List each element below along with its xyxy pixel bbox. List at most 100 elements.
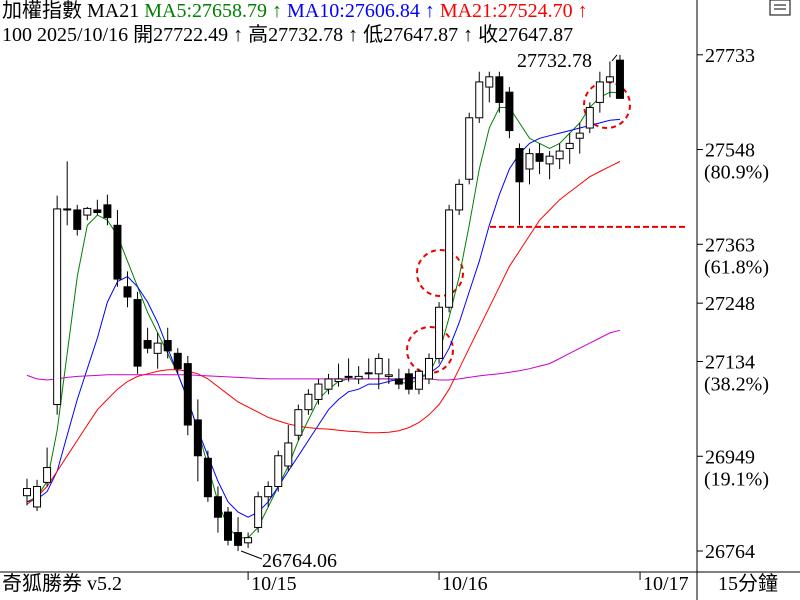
candle-body (304, 393, 313, 411)
candle-body (264, 485, 273, 498)
candle-body (193, 419, 202, 457)
candle-body (53, 208, 62, 406)
header-item: ↑ (233, 24, 244, 46)
header-item: MA21 (87, 0, 140, 22)
candle-body (575, 132, 584, 139)
candle-body (364, 372, 373, 375)
candle-body (123, 286, 132, 298)
header-item: MA10:27606.84 (287, 0, 420, 22)
header-item: 高27732.78 (248, 24, 344, 46)
header-item: ↑ (272, 0, 283, 22)
candle-body (173, 352, 182, 370)
fib-label: (38.2%) (704, 374, 769, 396)
window-button[interactable] (769, 0, 791, 16)
candle-body (445, 209, 454, 308)
candle-body (555, 150, 564, 160)
candle-body (394, 378, 403, 385)
candle-body (103, 204, 112, 219)
fib-label: (61.8%) (704, 256, 769, 278)
header-item: 100 (2, 24, 32, 46)
header-item: ↑ (577, 0, 588, 22)
candle-body (294, 409, 303, 436)
y-tick-label: 27363 (705, 234, 755, 256)
candle-body (485, 76, 494, 88)
period[interactable]: 15分鐘 (718, 572, 778, 595)
header-item: 開27722.49 (133, 24, 229, 46)
candle-body (324, 378, 333, 390)
candle-body (465, 117, 474, 180)
header-item: ↑ (424, 0, 435, 22)
leader-line (240, 550, 263, 560)
candle-body (435, 306, 444, 359)
ma-line (26, 161, 621, 505)
candle-body (224, 511, 232, 541)
candle-body (344, 375, 353, 378)
header-item: 加權指數 (2, 0, 82, 22)
candle-body (234, 532, 243, 546)
candle-body (183, 363, 192, 426)
candle-body (605, 76, 614, 83)
y-tick-label: 27248 (705, 293, 755, 315)
candle-body (63, 208, 72, 211)
brand: 奇狐勝券 v5.2 (2, 572, 122, 595)
y-tick-label: 26764 (705, 541, 755, 563)
candle-body (143, 340, 152, 349)
candle-body (354, 375, 363, 380)
ma-line (26, 329, 621, 381)
header-item: 2025/10/16 (37, 24, 129, 46)
candle-body (244, 537, 253, 544)
candle-body (374, 357, 383, 375)
candle-body (495, 76, 504, 103)
highlight-circle (416, 249, 464, 297)
candle-body (535, 153, 544, 162)
candle-body (43, 467, 52, 483)
candle-body (73, 209, 82, 230)
header-item: ↑ (463, 24, 474, 46)
x-tick-label: 10/17 (643, 573, 689, 595)
candle-body (384, 374, 393, 377)
ma-line (26, 118, 621, 518)
header-item: MA5:27658.79 (144, 0, 268, 22)
candle-body (284, 442, 293, 467)
candle-body (213, 496, 222, 518)
leader-line (611, 54, 618, 62)
min-label: 26764.06 (262, 550, 337, 572)
y-tick-label: 26949 (705, 446, 755, 468)
candle-body (505, 91, 514, 132)
candle-body (585, 107, 594, 129)
candle-body (203, 457, 212, 498)
y-tick-label: 27134 (705, 352, 755, 374)
candle-body (83, 207, 92, 216)
header-line2: 100 2025/10/16 開27722.49 ↑ 高27732.78 ↑ 低27647.… (2, 24, 579, 46)
header-line1: 加權指數 MA21 MA5:27658.79 ↑ MA10:27606.84 ↑ MA21:… (2, 0, 593, 22)
candle-body (334, 378, 343, 383)
candle-body (565, 142, 574, 150)
ma-line (26, 91, 621, 539)
candle-body (163, 340, 172, 352)
candle-body (515, 148, 524, 183)
y-tick-label: 27733 (705, 45, 755, 67)
header-item: 低27647.87 (363, 24, 459, 46)
highlight-circle (406, 326, 454, 374)
x-tick-label: 10/15 (251, 573, 297, 595)
candle-body (475, 81, 484, 119)
candle-body (153, 342, 162, 354)
candle-body (133, 299, 142, 367)
max-label: 27732.78 (517, 50, 592, 72)
fib-label: (19.1%) (704, 468, 769, 490)
header-item: 收27647.87 (478, 24, 574, 46)
candle-body (525, 153, 534, 170)
candle-body (615, 59, 624, 99)
candle-body (455, 183, 464, 211)
header-item: MA21:27524.70 (439, 0, 573, 22)
highlight-circle (583, 81, 631, 129)
candle-body (23, 488, 31, 497)
candle-body (33, 485, 42, 508)
candle-body (113, 224, 122, 280)
x-tick-label: 10/16 (442, 573, 488, 595)
candle-body (314, 383, 323, 400)
candle-body (595, 81, 604, 103)
candle-body (274, 455, 283, 487)
